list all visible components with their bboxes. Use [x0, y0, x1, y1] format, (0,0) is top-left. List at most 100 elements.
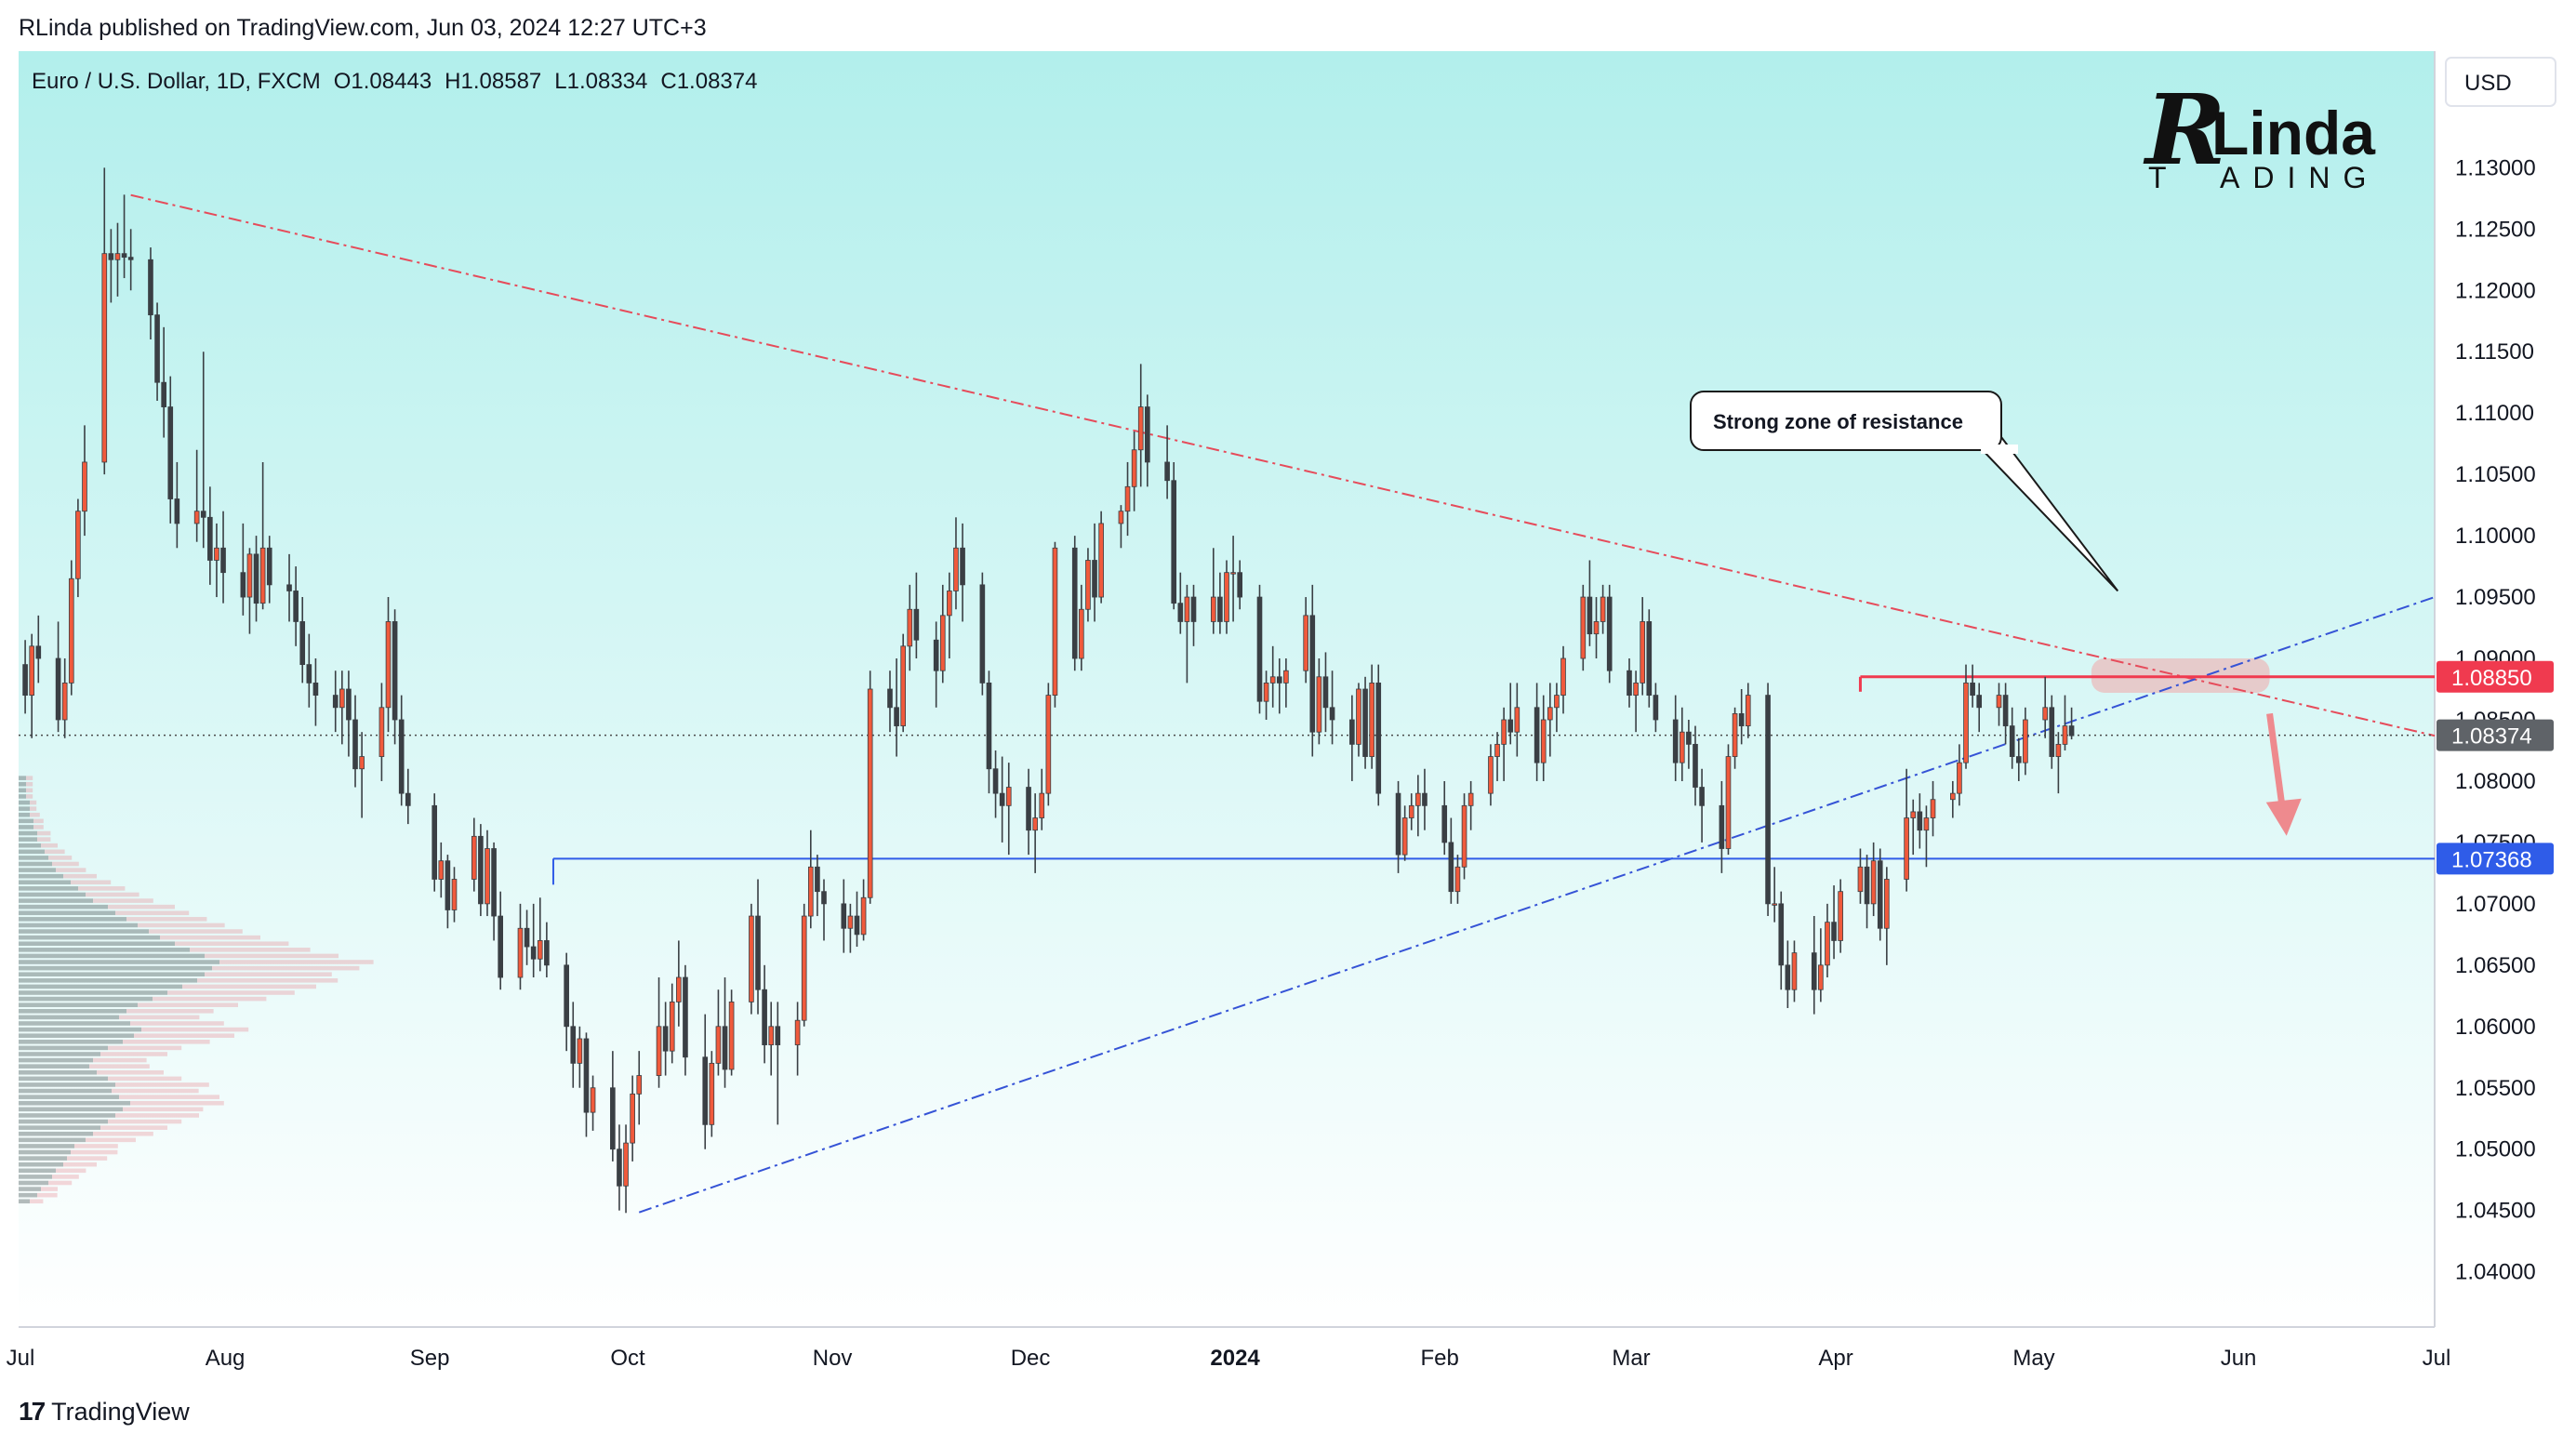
volume-bar-up	[182, 984, 316, 989]
candle-down	[174, 498, 180, 524]
candle-up	[1005, 787, 1012, 806]
volume-bar-up	[130, 1021, 224, 1026]
volume-bar-down	[19, 1045, 108, 1051]
tradingview-logo[interactable]: 17 TradingView	[19, 1397, 190, 1427]
candle-down	[1507, 719, 1514, 733]
candle-down	[312, 683, 319, 696]
candle-down	[583, 1038, 590, 1113]
volume-bar-down	[19, 1002, 138, 1007]
volume-bar-down	[19, 1137, 86, 1143]
volume-bar-down	[19, 788, 26, 793]
candle-up	[339, 688, 345, 709]
volume-bar-up	[219, 960, 374, 964]
candle-up	[676, 976, 682, 1002]
candle-down	[1256, 596, 1263, 702]
volume-bar-down	[19, 837, 37, 842]
volume-bar-down	[19, 898, 93, 903]
candle-up	[101, 253, 108, 463]
price-tag-last	[2437, 719, 2554, 751]
trendline-descending	[130, 193, 2436, 737]
candle-up	[1540, 719, 1547, 763]
volume-bar-down	[19, 929, 149, 934]
candle-down	[200, 511, 206, 518]
volume-bar-up	[205, 972, 332, 977]
tradingview-brand-text: TradingView	[51, 1397, 190, 1426]
candle-down	[530, 946, 537, 960]
candle-up	[947, 591, 952, 617]
volume-bar-up	[175, 941, 289, 947]
candle-down	[841, 903, 847, 929]
candle-up	[1745, 695, 1751, 726]
y-tick-label: 1.05000	[2455, 1137, 2536, 1162]
candle-down	[979, 584, 986, 684]
candle-down	[22, 664, 28, 696]
volume-bar-up	[78, 886, 126, 891]
candle-up	[1910, 811, 1917, 818]
candle-up	[1884, 879, 1890, 929]
candle-down	[1375, 683, 1382, 794]
y-tick-label: 1.04000	[2455, 1260, 2536, 1285]
volume-bar-down	[19, 1027, 141, 1032]
volume-bar-up	[123, 1107, 204, 1112]
candle-up	[1032, 817, 1038, 831]
candle-up	[953, 547, 959, 591]
volume-bar-up	[52, 861, 79, 867]
candle-up	[1461, 804, 1467, 868]
x-tick-label: Feb	[1420, 1346, 1458, 1371]
candle-up	[1870, 860, 1877, 905]
volume-bar-up	[123, 1039, 210, 1044]
volume-bar-down	[19, 880, 71, 885]
candle-down	[1778, 903, 1785, 966]
candle-up	[1501, 719, 1507, 745]
candle-down	[1976, 695, 1983, 709]
candle-up	[378, 707, 385, 757]
svg-text:Strong zone of resistance: Strong zone of resistance	[1713, 410, 1963, 433]
x-tick-label: Oct	[610, 1346, 645, 1371]
candle-down	[564, 964, 569, 1028]
candle-up	[114, 253, 121, 260]
candle-down	[1534, 707, 1540, 763]
volume-bar-down	[19, 1064, 89, 1069]
candle-down	[1686, 731, 1692, 745]
candle-up	[1957, 762, 1962, 794]
candle-down	[933, 639, 939, 671]
volume-bar-up	[119, 1015, 200, 1020]
candle-down	[148, 259, 153, 316]
candle-up	[867, 688, 873, 898]
candle-up	[636, 1075, 643, 1095]
candle-up	[1052, 547, 1058, 696]
candle-up	[259, 547, 266, 604]
volume-bar-down	[19, 794, 26, 799]
y-tick-label: 1.06000	[2455, 1015, 2536, 1040]
candle-down	[1422, 792, 1427, 806]
candle-up	[1725, 756, 1732, 849]
publisher-attribution: RLinda published on TradingView.com, Jun…	[19, 15, 707, 41]
candle-up	[517, 927, 524, 978]
candle-down	[346, 688, 352, 721]
candle-down	[815, 866, 820, 893]
candle-up	[1732, 712, 1738, 757]
candle-down	[1765, 695, 1771, 905]
time-axis[interactable]: Jul Aug Sep Oct Nov Dec 2024 Feb Mar Apr May Jun Jul	[7, 1346, 2451, 1371]
volume-bar-up	[197, 978, 339, 983]
candle-up	[939, 615, 946, 671]
volume-bar-up	[74, 1144, 118, 1148]
volume-bar-down	[19, 1162, 63, 1167]
currency-button[interactable]: USD	[2445, 57, 2556, 107]
volume-bar-down	[19, 1039, 123, 1044]
candle-down	[999, 792, 1005, 806]
annotation-callout: Strong zone of resistance	[1690, 391, 2119, 592]
candle-up	[193, 511, 200, 524]
volume-bar-up	[63, 1162, 97, 1167]
x-tick-label: Sep	[410, 1346, 450, 1371]
candle-down	[55, 657, 61, 721]
candle-up	[1369, 683, 1374, 757]
y-tick-label: 1.08000	[2455, 769, 2536, 794]
volume-bar-up	[167, 990, 295, 995]
volume-bar-up	[89, 1064, 150, 1069]
candle-down	[108, 253, 114, 260]
price-axis[interactable]: 1.04000 1.04500 1.05000 1.05500 1.06000 1.065…	[2455, 155, 2536, 1284]
y-tick-label: 1.05500	[2455, 1076, 2536, 1101]
volume-bar-up	[126, 1009, 214, 1014]
